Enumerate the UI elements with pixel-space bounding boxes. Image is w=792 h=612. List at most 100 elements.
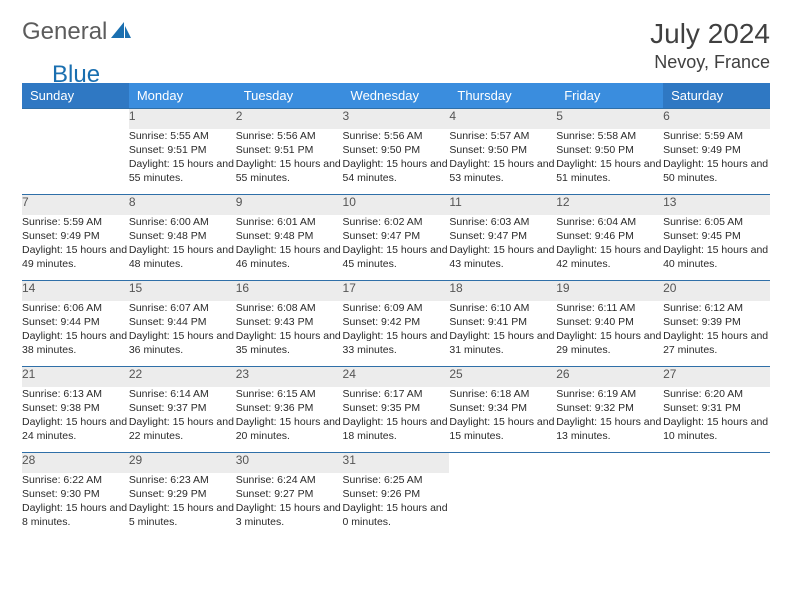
daylight-text: Daylight: 15 hours and 40 minutes. (663, 243, 770, 271)
sunrise-text: Sunrise: 6:12 AM (663, 301, 770, 315)
day-content-cell (556, 473, 663, 539)
day-number: 11 (449, 195, 461, 209)
day-number-cell: 6 (663, 109, 770, 129)
title-block: July 2024 Nevoy, France (650, 18, 770, 73)
sunrise-text: Sunrise: 6:15 AM (236, 387, 343, 401)
day-content-row: Sunrise: 5:55 AMSunset: 9:51 PMDaylight:… (22, 129, 770, 195)
day-content-cell: Sunrise: 6:11 AMSunset: 9:40 PMDaylight:… (556, 301, 663, 367)
day-content-row: Sunrise: 5:59 AMSunset: 9:49 PMDaylight:… (22, 215, 770, 281)
sunset-text: Sunset: 9:46 PM (556, 229, 663, 243)
day-number: 24 (343, 367, 356, 381)
sunset-text: Sunset: 9:29 PM (129, 487, 236, 501)
day-content-cell: Sunrise: 6:19 AMSunset: 9:32 PMDaylight:… (556, 387, 663, 453)
daylight-text: Daylight: 15 hours and 36 minutes. (129, 329, 236, 357)
sunset-text: Sunset: 9:34 PM (449, 401, 556, 415)
daynum-row: 123456 (22, 109, 770, 129)
sunset-text: Sunset: 9:30 PM (22, 487, 129, 501)
day-content-cell: Sunrise: 6:14 AMSunset: 9:37 PMDaylight:… (129, 387, 236, 453)
page-header: General July 2024 Nevoy, France (22, 18, 770, 73)
day-number: 23 (236, 367, 249, 381)
daylight-text: Daylight: 15 hours and 5 minutes. (129, 501, 236, 529)
location-subtitle: Nevoy, France (650, 52, 770, 73)
daylight-text: Daylight: 15 hours and 51 minutes. (556, 157, 663, 185)
sunrise-text: Sunrise: 6:09 AM (343, 301, 450, 315)
day-number-cell: 22 (129, 367, 236, 387)
day-number: 21 (22, 367, 35, 381)
daylight-text: Daylight: 15 hours and 49 minutes. (22, 243, 129, 271)
day-number: 15 (129, 281, 142, 295)
day-number-cell: 15 (129, 281, 236, 301)
sunrise-text: Sunrise: 6:02 AM (343, 215, 450, 229)
sunrise-text: Sunrise: 6:00 AM (129, 215, 236, 229)
weekday-header-row: Sunday Monday Tuesday Wednesday Thursday… (22, 83, 770, 109)
daylight-text: Daylight: 15 hours and 22 minutes. (129, 415, 236, 443)
daylight-text: Daylight: 15 hours and 54 minutes. (343, 157, 450, 185)
day-number: 29 (129, 453, 142, 467)
day-content-cell: Sunrise: 5:55 AMSunset: 9:51 PMDaylight:… (129, 129, 236, 195)
sunrise-text: Sunrise: 6:23 AM (129, 473, 236, 487)
daylight-text: Daylight: 15 hours and 29 minutes. (556, 329, 663, 357)
day-number-cell: 28 (22, 453, 129, 473)
sunset-text: Sunset: 9:36 PM (236, 401, 343, 415)
day-number: 22 (129, 367, 142, 381)
daylight-text: Daylight: 15 hours and 31 minutes. (449, 329, 556, 357)
day-number: 31 (343, 453, 356, 467)
sunset-text: Sunset: 9:44 PM (22, 315, 129, 329)
sunset-text: Sunset: 9:45 PM (663, 229, 770, 243)
day-number: 17 (343, 281, 356, 295)
sunset-text: Sunset: 9:47 PM (449, 229, 556, 243)
sunrise-text: Sunrise: 6:11 AM (556, 301, 663, 315)
day-content-cell: Sunrise: 6:01 AMSunset: 9:48 PMDaylight:… (236, 215, 343, 281)
sunset-text: Sunset: 9:50 PM (556, 143, 663, 157)
daynum-row: 14151617181920 (22, 281, 770, 301)
day-number-cell: 23 (236, 367, 343, 387)
daylight-text: Daylight: 15 hours and 38 minutes. (22, 329, 129, 357)
sunset-text: Sunset: 9:31 PM (663, 401, 770, 415)
day-number: 2 (236, 109, 243, 123)
day-content-cell: Sunrise: 6:23 AMSunset: 9:29 PMDaylight:… (129, 473, 236, 539)
logo-sail-icon (111, 22, 131, 45)
sunset-text: Sunset: 9:37 PM (129, 401, 236, 415)
day-number-cell (22, 109, 129, 129)
day-content-cell: Sunrise: 6:25 AMSunset: 9:26 PMDaylight:… (343, 473, 450, 539)
day-number-cell: 20 (663, 281, 770, 301)
day-content-cell: Sunrise: 5:57 AMSunset: 9:50 PMDaylight:… (449, 129, 556, 195)
day-number-cell: 11 (449, 195, 556, 215)
day-content-cell: Sunrise: 6:22 AMSunset: 9:30 PMDaylight:… (22, 473, 129, 539)
day-content-cell: Sunrise: 6:08 AMSunset: 9:43 PMDaylight:… (236, 301, 343, 367)
logo-text-blue: Blue (52, 61, 100, 89)
day-number: 30 (236, 453, 249, 467)
day-number-cell: 19 (556, 281, 663, 301)
calendar-table: Sunday Monday Tuesday Wednesday Thursday… (22, 83, 770, 539)
day-number: 27 (663, 367, 676, 381)
sunrise-text: Sunrise: 5:59 AM (663, 129, 770, 143)
daylight-text: Daylight: 15 hours and 35 minutes. (236, 329, 343, 357)
day-number: 3 (343, 109, 350, 123)
daylight-text: Daylight: 15 hours and 55 minutes. (236, 157, 343, 185)
day-content-cell: Sunrise: 6:18 AMSunset: 9:34 PMDaylight:… (449, 387, 556, 453)
sunset-text: Sunset: 9:50 PM (449, 143, 556, 157)
day-number-cell: 2 (236, 109, 343, 129)
sunrise-text: Sunrise: 5:59 AM (22, 215, 129, 229)
weekday-header: Thursday (449, 83, 556, 109)
day-number-cell: 26 (556, 367, 663, 387)
daylight-text: Daylight: 15 hours and 33 minutes. (343, 329, 450, 357)
sunset-text: Sunset: 9:43 PM (236, 315, 343, 329)
day-number: 9 (236, 195, 243, 209)
sunset-text: Sunset: 9:49 PM (22, 229, 129, 243)
day-number: 19 (556, 281, 569, 295)
daylight-text: Daylight: 15 hours and 42 minutes. (556, 243, 663, 271)
sunrise-text: Sunrise: 6:06 AM (22, 301, 129, 315)
daylight-text: Daylight: 15 hours and 53 minutes. (449, 157, 556, 185)
day-content-cell: Sunrise: 6:03 AMSunset: 9:47 PMDaylight:… (449, 215, 556, 281)
day-content-cell: Sunrise: 5:58 AMSunset: 9:50 PMDaylight:… (556, 129, 663, 195)
day-content-cell: Sunrise: 6:10 AMSunset: 9:41 PMDaylight:… (449, 301, 556, 367)
daylight-text: Daylight: 15 hours and 8 minutes. (22, 501, 129, 529)
day-number: 16 (236, 281, 249, 295)
daylight-text: Daylight: 15 hours and 10 minutes. (663, 415, 770, 443)
weekday-header: Friday (556, 83, 663, 109)
day-number-cell: 21 (22, 367, 129, 387)
day-content-cell (449, 473, 556, 539)
day-number-cell: 4 (449, 109, 556, 129)
weekday-header: Saturday (663, 83, 770, 109)
